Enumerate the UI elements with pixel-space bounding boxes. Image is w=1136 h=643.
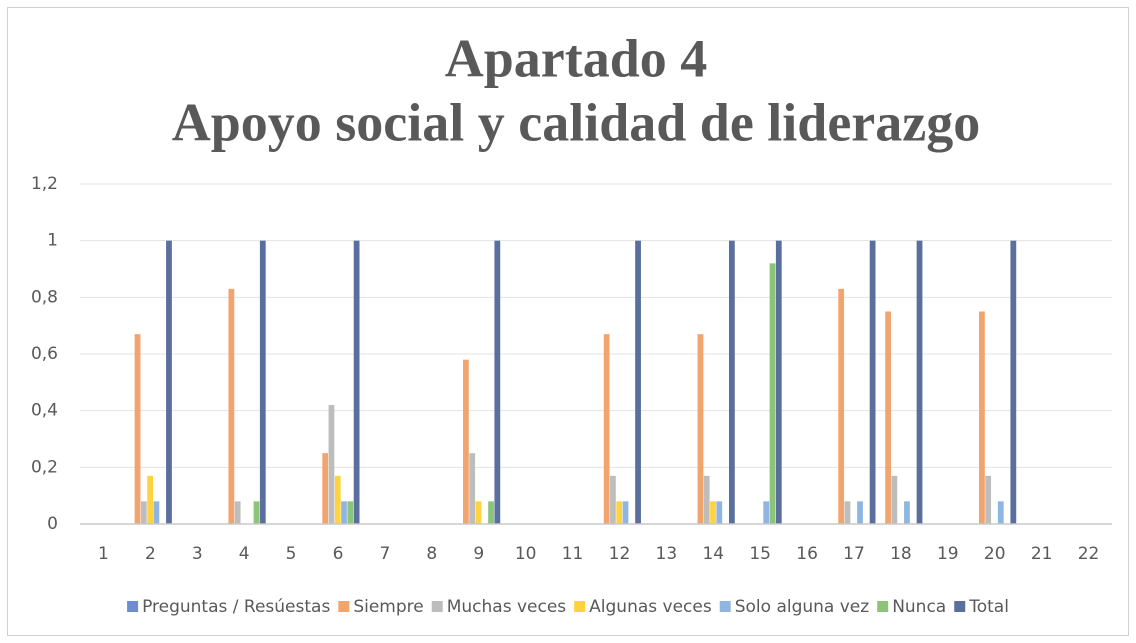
bar	[703, 475, 710, 524]
bar	[844, 501, 851, 524]
chart-subtitle: Apoyo social y calidad de liderazgo	[172, 92, 981, 152]
bar	[341, 501, 347, 524]
y-tick-label: 0,2	[31, 457, 58, 477]
bar	[153, 501, 160, 524]
legend-swatch	[574, 601, 586, 612]
bar	[904, 501, 910, 524]
bar	[353, 240, 360, 524]
x-tick-label: 4	[239, 544, 250, 564]
bar	[134, 334, 141, 524]
bar	[838, 288, 845, 524]
bar	[322, 453, 329, 524]
bar	[697, 334, 704, 524]
legend-swatch	[954, 601, 966, 612]
bar	[603, 334, 610, 524]
x-tick-label: 3	[192, 544, 203, 564]
y-tick-label: 0,8	[31, 287, 58, 307]
legend-label: Algunas veces	[589, 597, 712, 617]
x-tick-label: 15	[749, 544, 771, 564]
bar	[716, 501, 723, 524]
legend-swatch	[338, 601, 350, 612]
legend-label: Nunca	[892, 597, 946, 617]
bar	[334, 475, 341, 524]
x-tick-label: 7	[379, 544, 390, 564]
x-tick-label: 14	[702, 544, 724, 564]
y-tick-label: 0	[47, 514, 58, 534]
y-tick-label: 0,6	[31, 344, 58, 364]
chart-border	[7, 7, 1129, 636]
x-tick-label: 13	[656, 544, 678, 564]
x-tick-label: 5	[286, 544, 297, 564]
bar	[610, 475, 616, 524]
x-tick-label: 8	[426, 544, 437, 564]
bar	[494, 240, 501, 524]
bar	[328, 405, 335, 524]
bar	[259, 240, 266, 524]
x-tick-label: 20	[984, 544, 1006, 564]
bar	[997, 501, 1004, 524]
legend-swatch	[719, 601, 731, 612]
bar	[228, 288, 235, 524]
bar	[763, 501, 770, 524]
bar	[347, 501, 354, 524]
bar	[710, 501, 716, 524]
bar	[463, 359, 469, 524]
legend-label: Muchas veces	[447, 597, 567, 617]
bar	[1010, 240, 1017, 524]
bar	[885, 311, 891, 524]
bar	[728, 240, 735, 524]
x-tick-label: 9	[473, 544, 484, 564]
y-tick-label: 1	[47, 231, 58, 251]
bar	[253, 501, 260, 524]
bar	[147, 475, 154, 524]
y-tick-label: 1,2	[31, 174, 58, 194]
x-tick-label: 22	[1078, 544, 1100, 564]
x-tick-label: 10	[515, 544, 537, 564]
legend-label: Total	[968, 597, 1009, 617]
x-tick-label: 11	[562, 544, 584, 564]
x-tick-label: 21	[1031, 544, 1053, 564]
bar	[166, 240, 172, 524]
legend-swatch	[431, 601, 443, 612]
bar	[140, 501, 147, 524]
x-tick-label: 2	[145, 544, 156, 564]
x-tick-label: 18	[890, 544, 912, 564]
bar	[635, 240, 641, 524]
x-tick-label: 1	[98, 544, 109, 564]
x-tick-label: 12	[609, 544, 631, 564]
legend-swatch	[877, 601, 889, 612]
x-tick-label: 17	[843, 544, 865, 564]
bar	[769, 263, 776, 524]
legend-swatch	[127, 601, 139, 612]
bar	[775, 240, 782, 524]
legend-label: Solo alguna vez	[735, 597, 870, 617]
legend-label: Preguntas / Resúestas	[142, 597, 330, 617]
x-tick-label: 19	[937, 544, 959, 564]
x-tick-label: 16	[796, 544, 818, 564]
bar	[869, 240, 876, 524]
bar	[985, 475, 992, 524]
x-tick-label: 6	[333, 544, 344, 564]
bar	[616, 501, 623, 524]
bar	[857, 501, 863, 524]
bar	[622, 501, 629, 524]
y-tick-label: 0,4	[31, 401, 58, 421]
legend-label: Siempre	[353, 597, 423, 617]
bar	[234, 501, 241, 524]
bar	[488, 501, 494, 524]
bar	[891, 475, 898, 524]
bar	[916, 240, 923, 524]
chart-title: Apartado 4	[445, 28, 708, 88]
bar	[979, 311, 985, 524]
bar	[469, 453, 476, 524]
bar	[475, 501, 482, 524]
